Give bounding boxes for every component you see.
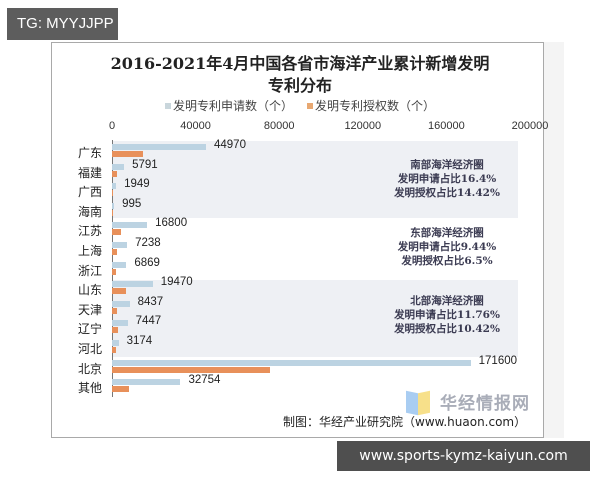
value-label: 7447 <box>135 315 162 328</box>
url-badge: www.sports-kymz-kaiyun.com <box>337 441 590 471</box>
region-note-south: 南部海洋经济圈 发明申请占比16.4% 发明授权占比14.42% <box>372 158 522 200</box>
bar-grants <box>112 288 127 295</box>
legend-label-applications: 发明专利申请数（个） <box>172 99 293 113</box>
band-north <box>112 280 518 357</box>
region-note-east-grant: 发明授权占比6.5% <box>401 255 493 267</box>
chart-title-line-2: 专利分布 <box>267 76 332 95</box>
bar-applications <box>112 261 127 268</box>
chart-source: 制图：华经产业研究院（www.huaon.com） <box>283 415 527 429</box>
bar-applications <box>112 144 206 150</box>
value-label: 19470 <box>160 276 193 289</box>
region-note-south-grant: 发明授权占比14.42% <box>394 187 500 199</box>
value-label: 5791 <box>132 158 158 171</box>
category-label: 福建 <box>77 165 102 180</box>
region-note-south-title: 南部海洋经济圈 <box>410 159 484 171</box>
category-label: 北京 <box>77 361 102 376</box>
bar-applications <box>112 202 115 209</box>
category-label: 其他 <box>77 381 102 396</box>
bar-grants <box>112 366 270 373</box>
chart-title-line-1: 2016-2021年4月中国各省市海洋产业累计新增发明 <box>110 54 490 73</box>
region-note-north-title: 北部海洋经济圈 <box>410 295 484 307</box>
bar-grants <box>112 249 117 255</box>
legend-label-grants: 发明专利授权数（个） <box>315 99 436 113</box>
category-label: 山东 <box>77 283 102 298</box>
category-label: 浙江 <box>77 263 102 278</box>
x-axis-tick: 0 <box>108 120 116 132</box>
bar-grants <box>112 268 117 275</box>
category-label: 河北 <box>77 342 102 356</box>
category-label: 江苏 <box>77 224 102 239</box>
x-axis-tick: 160000 <box>428 120 465 132</box>
region-note-east-title: 东部海洋经济圈 <box>410 227 484 239</box>
band-south <box>112 141 518 218</box>
category-label: 上海 <box>77 244 102 258</box>
bar-grants <box>112 170 117 177</box>
bar-applications <box>112 183 117 190</box>
region-note-east-app: 发明申请占比9.44% <box>397 241 497 253</box>
watermark-text: 华经情报网 <box>440 393 530 414</box>
bar-applications <box>112 340 119 346</box>
bar-grants <box>112 209 113 216</box>
category-label: 天津 <box>77 302 102 317</box>
region-note-north-app: 发明申请占比11.76% <box>394 309 500 321</box>
bar-applications <box>112 163 125 170</box>
chart-shadow <box>544 42 564 438</box>
bar-grants <box>112 190 114 197</box>
y-axis-line <box>112 140 113 397</box>
category-label: 海南 <box>77 204 102 219</box>
watermark-logo-icon <box>406 388 434 416</box>
category-label: 广东 <box>77 146 102 160</box>
bar-grants <box>112 229 122 236</box>
value-label: 44970 <box>213 139 246 151</box>
bar-grants <box>112 347 116 353</box>
bar-applications <box>112 320 128 327</box>
x-axis-tick: 120000 <box>344 120 382 132</box>
x-axis-tick: 80000 <box>263 120 295 132</box>
bar-applications <box>112 379 181 386</box>
bar-applications <box>112 281 153 288</box>
bar-applications <box>112 359 471 366</box>
value-label: 8437 <box>137 295 164 308</box>
bar-grants <box>112 151 143 157</box>
value-label: 6869 <box>134 256 160 269</box>
category-label: 广西 <box>77 185 102 200</box>
x-axis-tick: 200000 <box>511 120 549 132</box>
bar-applications <box>112 242 128 248</box>
legend-item-applications: 发明专利申请数（个） <box>164 97 293 114</box>
tag-badge: TG: MYYJJPP <box>7 8 118 40</box>
bar-grants <box>112 386 130 393</box>
region-note-north: 北部海洋经济圈 发明申请占比11.76% 发明授权占比10.42% <box>372 294 522 336</box>
bar-applications <box>112 222 148 229</box>
bar-applications <box>112 300 130 307</box>
bar-grants <box>112 327 119 334</box>
value-label: 32754 <box>188 374 221 387</box>
value-label: 7238 <box>135 237 161 249</box>
region-note-east: 东部海洋经济圈 发明申请占比9.44% 发明授权占比6.5% <box>372 226 522 268</box>
category-label: 辽宁 <box>77 322 102 337</box>
value-label: 16800 <box>155 217 188 230</box>
region-note-south-app: 发明申请占比16.4% <box>397 173 497 185</box>
legend-swatch-applications-icon <box>164 102 171 109</box>
region-note-north-grant: 发明授权占比10.42% <box>394 323 500 335</box>
value-label: 995 <box>122 197 142 210</box>
value-label: 1949 <box>124 178 150 191</box>
value-label: 171600 <box>478 354 518 367</box>
bar-grants <box>112 307 118 314</box>
value-label: 3174 <box>126 335 153 347</box>
legend-item-grants: 发明专利授权数（个） <box>307 97 435 114</box>
legend-swatch-grants-icon <box>307 102 313 109</box>
x-axis-tick: 40000 <box>180 120 211 132</box>
chart-legend: 发明专利申请数（个） 发明专利授权数（个） <box>0 97 600 114</box>
watermark: 华经情报网 <box>406 388 530 416</box>
